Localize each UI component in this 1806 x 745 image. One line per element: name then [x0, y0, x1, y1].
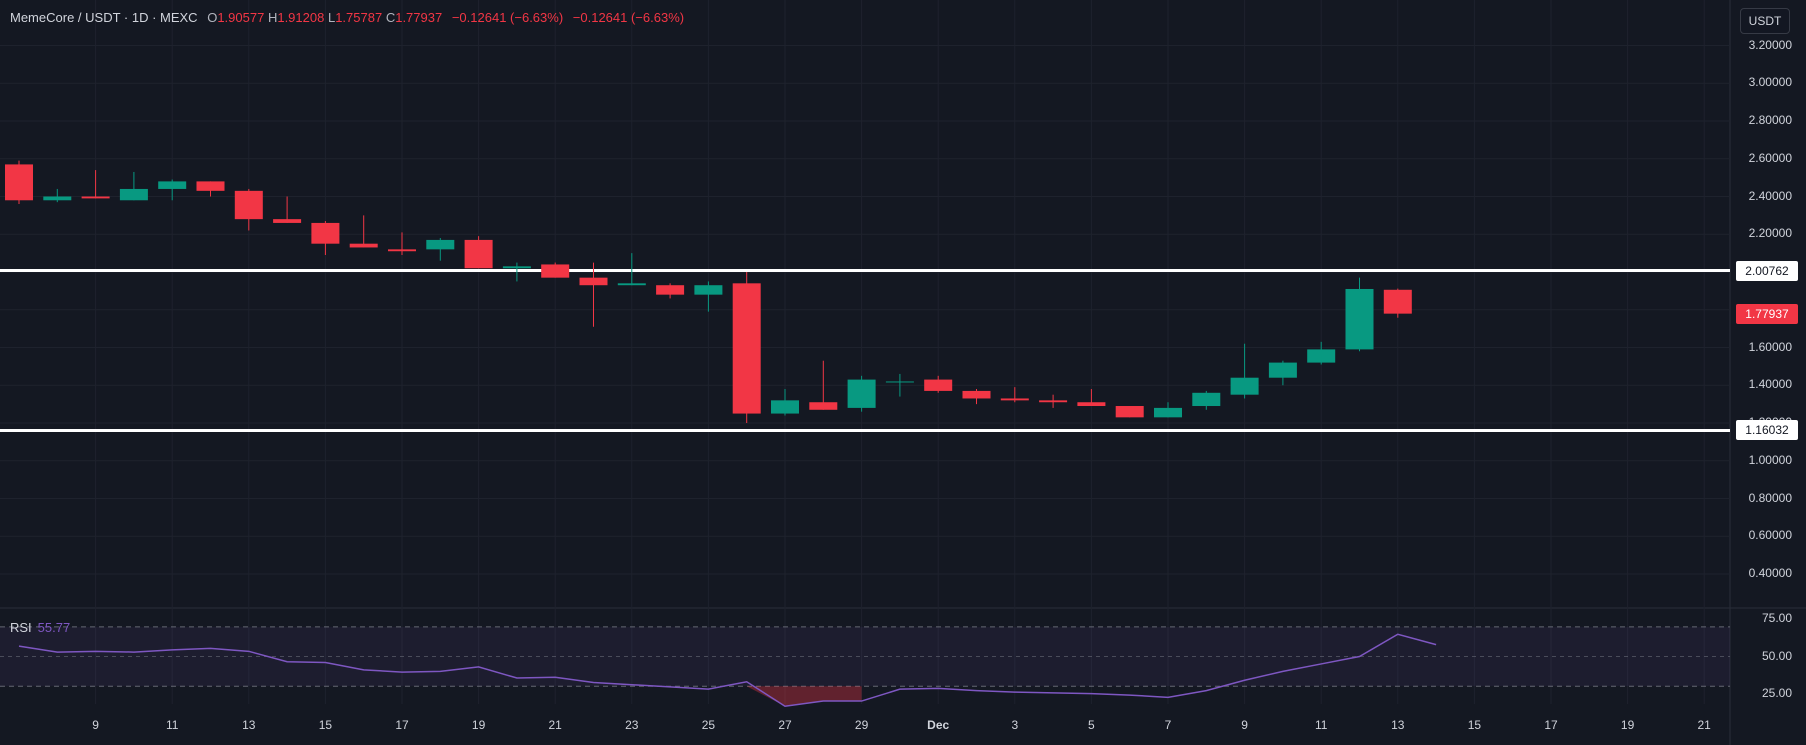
open-label: O: [207, 10, 218, 25]
time-axis-label: 19: [1620, 718, 1635, 732]
currency-button[interactable]: USDT: [1740, 8, 1790, 34]
time-axis-label: 5: [1088, 718, 1095, 732]
time-axis-label: 11: [1314, 718, 1328, 732]
high-label: H: [267, 10, 278, 25]
time-axis-label: 17: [395, 718, 409, 732]
candle-body[interactable]: [311, 222, 340, 244]
price-axis-label: 2.60000: [1748, 150, 1792, 165]
candle-body[interactable]: [502, 266, 531, 269]
time-axis-label: 27: [778, 718, 792, 732]
candle-body[interactable]: [426, 239, 455, 250]
price-axis-label: 1.60000: [1748, 339, 1792, 354]
close-value: 1.77937: [395, 10, 443, 25]
candle-body[interactable]: [771, 400, 799, 414]
time-axis-label: 15: [1467, 718, 1482, 732]
candle-body[interactable]: [349, 243, 378, 248]
candle-body[interactable]: [158, 181, 187, 189]
candle-body[interactable]: [1115, 406, 1144, 418]
rsi-value: 55.77: [37, 620, 71, 635]
price-axis-label: 0.80000: [1748, 490, 1792, 505]
price-axis-label: 2.80000: [1748, 113, 1792, 127]
candle-body[interactable]: [809, 402, 838, 410]
candle-body[interactable]: [388, 249, 416, 252]
candle-body[interactable]: [1154, 407, 1182, 418]
candle-body[interactable]: [196, 181, 225, 191]
candle-body[interactable]: [464, 239, 493, 269]
rsi-label: RSI: [10, 620, 32, 635]
candle-body[interactable]: [119, 188, 148, 201]
price-axis-label: 3.00000: [1748, 75, 1792, 90]
candle-body[interactable]: [617, 283, 646, 286]
symbol-label[interactable]: MemeCore / USDT · 1D · MEXC: [10, 10, 198, 25]
candle-body[interactable]: [1000, 398, 1029, 401]
candle-body[interactable]: [43, 196, 72, 201]
candle-body[interactable]: [234, 190, 263, 220]
time-axis-label: 21: [548, 718, 562, 732]
candle-body[interactable]: [579, 277, 608, 286]
candle-body[interactable]: [1077, 402, 1106, 407]
time-axis-label: 17: [1544, 718, 1558, 732]
price-axis-label: 2.40000: [1748, 188, 1792, 203]
candle-body[interactable]: [1039, 400, 1068, 403]
candle-body[interactable]: [885, 381, 914, 383]
rsi-line[interactable]: [18, 633, 1437, 708]
time-axis-label: 19: [471, 718, 486, 732]
time-axis-label: 9: [1241, 718, 1248, 732]
close-label: C: [385, 10, 396, 25]
candle-body[interactable]: [81, 196, 110, 199]
candle-body[interactable]: [694, 285, 723, 295]
candle-body[interactable]: [1230, 377, 1259, 395]
low-label: L: [327, 10, 336, 25]
candle-body[interactable]: [962, 390, 991, 399]
time-axis-label: 13: [1391, 718, 1405, 732]
symbol-legend: MemeCore / USDT · 1D · MEXC O1.90577 H1.…: [10, 10, 684, 25]
candle-body[interactable]: [1345, 288, 1374, 350]
rsi-axis-label: 75.00: [1761, 611, 1792, 626]
candle-body[interactable]: [5, 164, 33, 201]
rsi-oversold-fill: [746, 686, 862, 707]
time-axis-label: 7: [1164, 718, 1172, 732]
rsi-legend[interactable]: RSI 55.77: [10, 620, 70, 635]
time-axis-label: 21: [1697, 718, 1711, 732]
rsi-axis-label: 50.00: [1761, 648, 1792, 663]
candle-body[interactable]: [847, 379, 876, 408]
price-axis-label: 0.40000: [1748, 566, 1792, 580]
price-axis-label: 1.40000: [1748, 377, 1792, 392]
change-value: −0.12641 (−6.63%): [451, 10, 564, 25]
open-value: 1.90577: [217, 10, 265, 25]
price-axis-label: 0.60000: [1748, 528, 1792, 543]
price-axis-label: 1.00000: [1748, 452, 1792, 467]
rsi-axis-label: 25.00: [1761, 685, 1792, 700]
price-axis-label: 3.20000: [1748, 37, 1792, 52]
current-price-tag: 1.77937: [1736, 303, 1798, 324]
candle-body[interactable]: [1383, 289, 1412, 314]
time-axis-label: 3: [1011, 718, 1019, 732]
candle-body[interactable]: [1307, 349, 1336, 363]
change-value-2: −0.12641 (−6.63%): [572, 10, 685, 25]
candle-body[interactable]: [732, 283, 761, 414]
candle-body[interactable]: [1192, 392, 1221, 407]
time-axis-label: 9: [92, 718, 99, 732]
price-axis-label: 2.20000: [1748, 226, 1792, 241]
time-axis-label: 15: [318, 718, 333, 732]
high-value: 1.91208: [277, 10, 325, 25]
support-price-tag: 1.16032: [1736, 420, 1798, 441]
candle-body[interactable]: [656, 285, 685, 295]
time-axis-label: 11: [165, 718, 179, 732]
time-axis-label: Dec: [927, 718, 950, 732]
time-axis-label: 13: [242, 718, 256, 732]
time-axis-label: 29: [854, 718, 869, 732]
candle-body[interactable]: [924, 379, 953, 391]
resistance-price-tag: 2.00762: [1736, 260, 1798, 281]
low-value: 1.75787: [335, 10, 383, 25]
candle-body[interactable]: [273, 219, 302, 223]
time-axis-label: 23: [625, 718, 639, 732]
candle-body[interactable]: [1268, 362, 1297, 378]
time-axis-label: 25: [701, 718, 716, 732]
candle-body[interactable]: [541, 264, 570, 278]
